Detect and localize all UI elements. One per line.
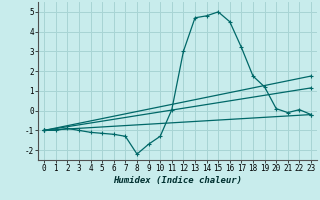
X-axis label: Humidex (Indice chaleur): Humidex (Indice chaleur) <box>113 176 242 185</box>
